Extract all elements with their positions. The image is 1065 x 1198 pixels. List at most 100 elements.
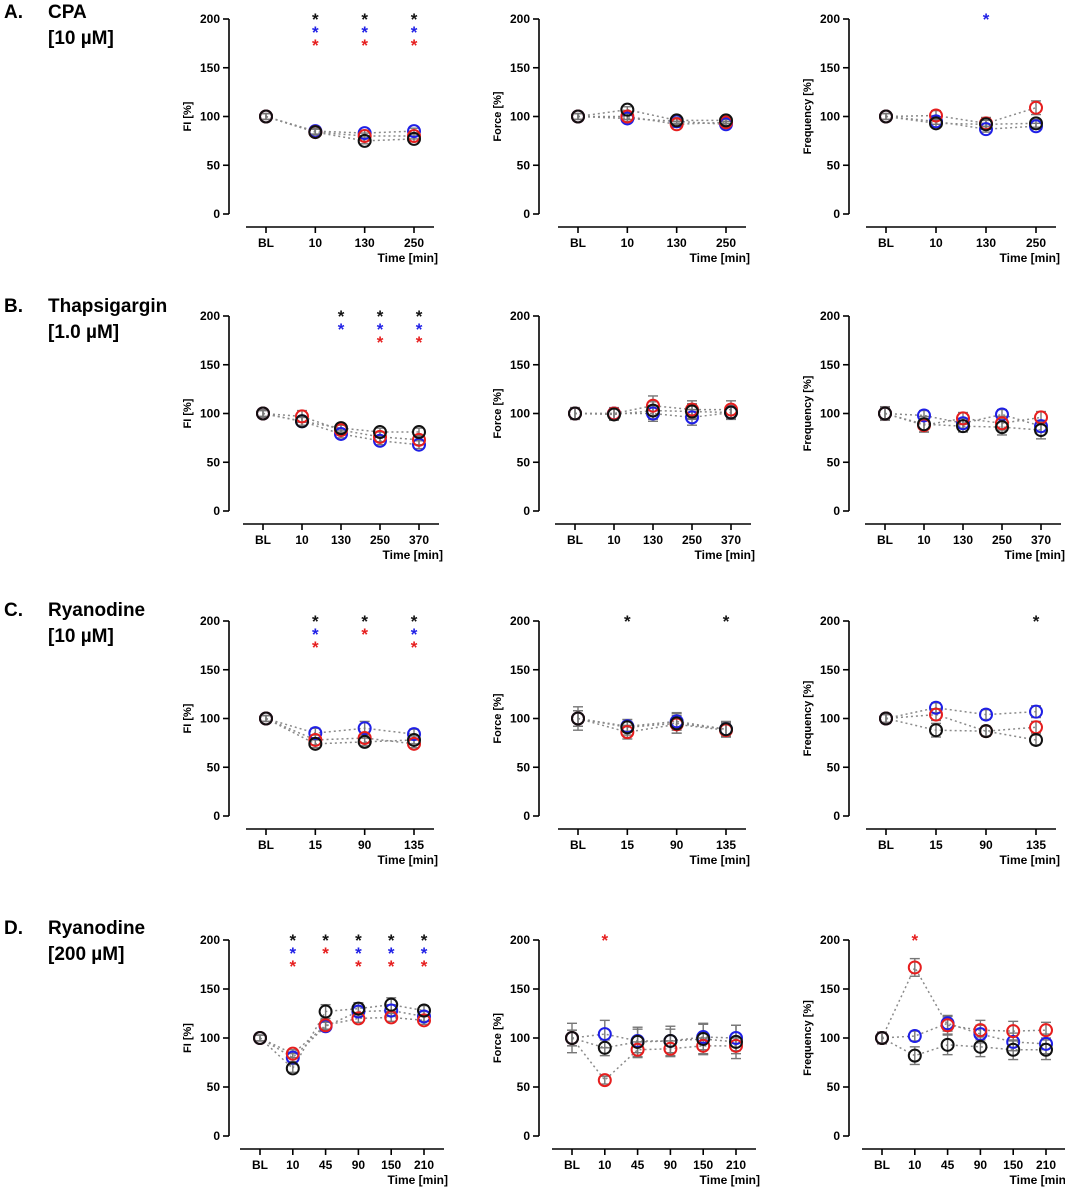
x-axis-label: Time [min] (383, 548, 443, 562)
data-point-blue (597, 1027, 612, 1042)
significance-star: * (312, 36, 319, 55)
data-point-black (929, 116, 943, 131)
data-point-red (973, 1023, 988, 1038)
data-point-black (568, 406, 582, 421)
data-point-red (630, 1042, 645, 1057)
data-point-black (875, 1031, 889, 1045)
significance-star: * (361, 625, 368, 644)
y-tick-label: 200 (200, 933, 220, 947)
data-point-red (729, 1038, 743, 1053)
y-tick-label: 50 (207, 158, 221, 172)
y-tick-label: 100 (200, 712, 220, 726)
significance-star: * (421, 931, 428, 950)
error-bar (255, 1034, 265, 1042)
series-line (574, 409, 732, 416)
row-drug-name: CPA (48, 2, 87, 23)
significance-star: * (377, 307, 384, 326)
series-line (885, 713, 1037, 732)
x-tick-label: BL (564, 1158, 580, 1172)
series-line (259, 1003, 425, 1070)
x-tick-label: 10 (607, 533, 621, 547)
data-point-red (956, 411, 970, 426)
x-tick-label: 130 (953, 533, 973, 547)
y-tick-label: 50 (207, 760, 221, 774)
x-tick-label: 90 (670, 838, 684, 852)
series-line (259, 1016, 425, 1055)
x-tick-label: 135 (716, 838, 736, 852)
data-point-red (357, 129, 372, 143)
data-point-black (940, 1037, 955, 1052)
data-point-black (308, 736, 323, 751)
data-point-red (929, 707, 943, 722)
y-tick-label: 200 (820, 614, 840, 628)
data-point-red (940, 1018, 955, 1033)
data-point-black (357, 734, 372, 749)
significance-star: * (388, 957, 395, 976)
series-line (571, 1037, 737, 1049)
significance-star: * (416, 320, 423, 339)
y-tick-label: 50 (827, 760, 841, 774)
y-tick-label: 100 (820, 110, 840, 124)
x-tick-label: 10 (598, 1158, 612, 1172)
data-point-red (417, 1013, 431, 1028)
error-bar (1031, 734, 1041, 746)
x-tick-label: 15 (309, 838, 323, 852)
y-tick-label: 150 (510, 61, 530, 75)
x-tick-label: BL (878, 838, 894, 852)
data-point-blue (308, 726, 323, 741)
data-point-red (285, 1046, 300, 1061)
x-tick-label: 10 (929, 236, 943, 250)
data-point-black (373, 425, 387, 440)
significance-star: * (338, 320, 345, 339)
series-line (885, 107, 1037, 125)
significance-star: * (312, 612, 319, 631)
x-tick-label: 10 (917, 533, 931, 547)
y-tick-label: 0 (523, 207, 530, 221)
y-tick-label: 100 (510, 712, 530, 726)
y-tick-label: 200 (510, 614, 530, 628)
data-point-black (407, 732, 421, 747)
data-point-black (724, 405, 738, 420)
significance-star: * (377, 320, 384, 339)
data-point-red (929, 108, 943, 123)
x-tick-label: 135 (404, 838, 424, 852)
error-bar (881, 112, 891, 121)
x-axis-label: Time [min] (378, 853, 438, 867)
x-tick-label: 250 (404, 236, 424, 250)
series-line (884, 412, 1042, 427)
data-point-blue (907, 1029, 922, 1044)
y-tick-label: 100 (200, 1031, 220, 1045)
data-point-black (646, 403, 660, 418)
error-bar (261, 714, 271, 723)
x-tick-label: 130 (976, 236, 996, 250)
significance-star: * (338, 307, 345, 326)
data-point-blue (929, 700, 943, 715)
data-point-black (956, 419, 970, 434)
data-point-red (308, 732, 323, 747)
x-axis-label: Time [min] (388, 1173, 448, 1187)
significance-star: * (289, 957, 296, 976)
data-point-blue (407, 727, 421, 742)
x-tick-label: BL (252, 1158, 268, 1172)
y-axis-label: Frequency [%] (802, 680, 814, 756)
error-bar (731, 1024, 741, 1060)
x-tick-label: 130 (667, 236, 687, 250)
data-point-black (259, 109, 273, 124)
series-line (885, 115, 1037, 126)
data-point-blue (1029, 704, 1043, 719)
y-tick-label: 100 (820, 1031, 840, 1045)
significance-star: * (312, 10, 319, 29)
data-point-black (571, 109, 585, 124)
series-line (265, 115, 415, 142)
x-axis-label: Time [min] (700, 1173, 760, 1187)
data-point-red (1039, 1023, 1053, 1038)
data-point-red (373, 429, 387, 444)
x-axis-label: Time [min] (1000, 251, 1060, 265)
data-point-black (685, 404, 699, 419)
significance-star: * (416, 307, 423, 326)
data-point-red (907, 960, 922, 975)
data-point-red (1029, 100, 1043, 115)
data-point-blue (334, 426, 348, 441)
y-tick-label: 0 (213, 809, 220, 823)
